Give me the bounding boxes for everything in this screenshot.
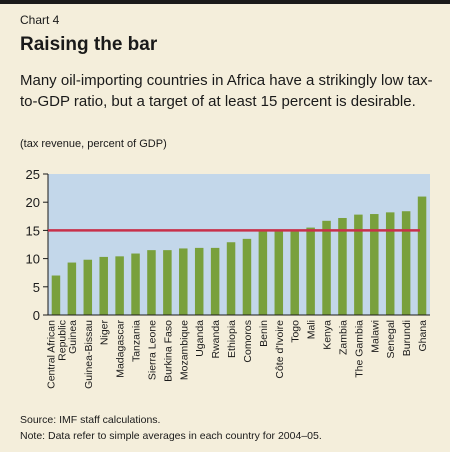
bar [306, 227, 315, 315]
bar [83, 259, 93, 315]
note-line: Note: Data refer to simple averages in e… [20, 430, 322, 442]
x-tick-label: Ethiopia [226, 320, 238, 358]
bar [385, 212, 395, 315]
x-tick-label: Mali [306, 320, 318, 339]
bar [338, 217, 347, 315]
bar [322, 220, 331, 315]
bar [401, 211, 411, 315]
bar [67, 262, 77, 315]
bar [417, 196, 427, 315]
bar [147, 250, 156, 315]
y-tick-label: 15 [26, 223, 40, 238]
x-tick-label: The Gambia [353, 320, 365, 378]
x-tick-label: Mozambique [178, 320, 190, 380]
x-tick-label: Guinea-Bissau [83, 320, 95, 389]
bar [242, 238, 252, 315]
bar [258, 231, 268, 315]
bar [354, 214, 363, 315]
x-tick-label: Benin [258, 320, 270, 347]
bar [99, 256, 108, 315]
y-tick-label: 0 [33, 308, 40, 323]
bar [51, 275, 61, 315]
bar [210, 247, 220, 315]
x-tick-label: Guinea [67, 320, 79, 354]
x-tick-label: Kenya [322, 320, 334, 350]
bar [163, 250, 172, 315]
chart-number-label: Chart 4 [20, 13, 60, 27]
bar [370, 214, 379, 315]
plot-area [48, 174, 430, 315]
chart-subtitle: Many oil-importing countries in Africa h… [20, 72, 433, 110]
units-label: (tax revenue, percent of GDP) [20, 138, 167, 150]
x-tick-label: Uganda [194, 320, 206, 357]
x-tick-label: Senegal [385, 320, 397, 359]
bar [226, 242, 236, 315]
x-tick-label: Zambia [337, 320, 349, 355]
bar [115, 256, 124, 315]
x-tick-label: Rwanda [210, 320, 222, 359]
x-tick-label: Tanzania [131, 320, 143, 362]
y-tick-label: 5 [33, 280, 40, 295]
x-tick-label: Comoros [242, 320, 254, 363]
x-tick-label: Sierra Leone [146, 320, 158, 380]
source-notes: Source: IMF staff calculations. Note: Da… [20, 412, 322, 444]
y-tick-label: 20 [26, 195, 40, 210]
x-tick-label: Burkina Faso [162, 320, 174, 382]
source-line: Source: IMF staff calculations. [20, 414, 161, 426]
x-tick-label: Ghana [417, 320, 429, 352]
bar [131, 253, 140, 315]
bar [179, 248, 188, 315]
bar [274, 231, 284, 315]
top-rule [0, 0, 450, 4]
y-tick-label: 25 [26, 167, 40, 182]
x-tick-label: Togo [290, 320, 302, 343]
x-tick-label: Malawi [369, 320, 381, 353]
bar [290, 231, 299, 315]
y-tick-label: 10 [26, 252, 40, 267]
x-tick-label: Côte d'Ivoire [274, 320, 286, 379]
x-tick-label: Burundi [401, 320, 413, 356]
chart-title: Raising the bar [20, 34, 158, 55]
x-tick-label: Central AfricanRepublic [45, 320, 68, 389]
bar [194, 247, 204, 315]
x-tick-label: Madagascar [115, 319, 127, 377]
x-tick-label: Niger [99, 319, 111, 345]
